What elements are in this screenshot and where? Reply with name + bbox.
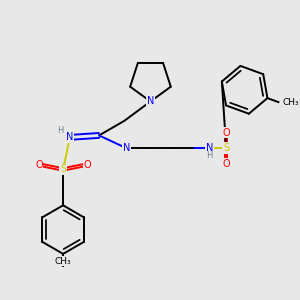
Text: H: H xyxy=(206,151,213,160)
Text: H: H xyxy=(206,151,213,160)
Text: O: O xyxy=(222,159,230,169)
Text: N: N xyxy=(147,97,154,106)
Text: N: N xyxy=(206,143,213,153)
Text: O: O xyxy=(222,159,230,169)
Text: N: N xyxy=(122,143,130,153)
Text: O: O xyxy=(84,160,91,170)
Text: N: N xyxy=(66,132,74,142)
Text: CH₃: CH₃ xyxy=(55,256,71,266)
Text: S: S xyxy=(223,143,229,153)
Text: CH₃: CH₃ xyxy=(282,98,299,106)
Text: O: O xyxy=(35,160,43,170)
Text: O: O xyxy=(222,128,230,137)
Text: O: O xyxy=(84,160,91,170)
Text: N: N xyxy=(206,143,213,153)
Text: O: O xyxy=(222,128,230,137)
Text: S: S xyxy=(60,164,66,174)
Text: H: H xyxy=(57,126,63,135)
Text: N: N xyxy=(122,143,130,153)
Text: S: S xyxy=(60,164,66,174)
Text: O: O xyxy=(35,160,43,170)
Text: H: H xyxy=(57,126,63,135)
Text: S: S xyxy=(223,143,229,153)
Text: N: N xyxy=(66,132,74,142)
Text: N: N xyxy=(147,97,154,106)
